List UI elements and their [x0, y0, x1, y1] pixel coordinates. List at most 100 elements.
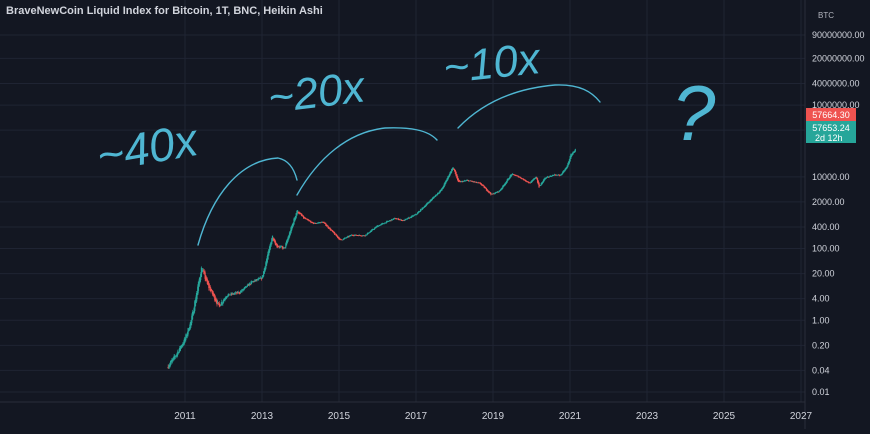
- candle: [183, 338, 185, 344]
- candle: [471, 180, 473, 182]
- candle: [168, 366, 170, 368]
- candle: [279, 246, 281, 248]
- candle: [242, 289, 244, 291]
- candle: [375, 227, 377, 228]
- candle: [367, 232, 369, 235]
- candle: [382, 223, 385, 225]
- y-tick-label: 4000000.00: [812, 78, 860, 88]
- candle: [260, 277, 262, 280]
- candle: [268, 246, 271, 253]
- candle: [270, 241, 272, 247]
- candle: [422, 207, 425, 209]
- candle: [345, 237, 347, 239]
- candle: [514, 175, 516, 176]
- candle: [398, 219, 400, 220]
- candle: [400, 219, 402, 221]
- candle: [262, 275, 264, 278]
- candle: [477, 182, 479, 184]
- candle: [213, 293, 215, 296]
- candle: [573, 151, 575, 153]
- candle: [418, 210, 420, 213]
- candle: [314, 222, 316, 224]
- candle: [406, 218, 408, 220]
- candle: [473, 181, 475, 183]
- candle: [317, 222, 319, 224]
- candle: [257, 279, 259, 281]
- x-tick-label: 2011: [174, 411, 196, 422]
- candle: [244, 286, 246, 289]
- y-tick-label: 10000.00: [812, 172, 850, 182]
- candle: [370, 230, 372, 232]
- candle: [260, 277, 262, 279]
- candle: [373, 228, 375, 230]
- y-tick-label: 1000000.00: [812, 100, 860, 110]
- candle: [237, 292, 239, 294]
- y-tick-label: 0.01: [812, 387, 830, 397]
- candle: [567, 163, 569, 167]
- candle: [193, 308, 195, 314]
- candle: [476, 182, 479, 184]
- candle: [552, 174, 554, 176]
- candle: [232, 293, 234, 295]
- candle: [171, 359, 174, 362]
- candle: [331, 229, 333, 231]
- candle: [530, 181, 532, 184]
- candle: [365, 234, 368, 236]
- candle: [255, 280, 257, 281]
- candle: [404, 219, 406, 221]
- grid: [0, 0, 805, 402]
- candle: [421, 207, 423, 211]
- candle: [532, 179, 534, 181]
- candle: [310, 221, 312, 223]
- candle: [214, 297, 217, 302]
- candle: [374, 226, 377, 229]
- candle: [315, 223, 317, 225]
- candle: [391, 219, 393, 221]
- candle: [212, 292, 214, 296]
- candle: [188, 327, 191, 331]
- candle: [520, 177, 522, 179]
- candle: [551, 176, 553, 177]
- candle: [214, 294, 216, 301]
- candle: [169, 362, 171, 366]
- candle: [490, 192, 492, 195]
- x-tick-label: 2023: [636, 411, 659, 422]
- candle: [416, 213, 418, 215]
- candle: [271, 238, 273, 245]
- candle: [219, 303, 221, 307]
- candle: [282, 246, 284, 249]
- candle: [206, 279, 208, 284]
- candle: [458, 180, 460, 182]
- candle: [483, 185, 485, 189]
- candle: [220, 305, 222, 306]
- candle: [359, 235, 361, 237]
- candle: [218, 302, 220, 306]
- y-axis: 0.01 0.04 0.20 1.00 4.00 20.00 100.00 400.00 200…: [804, 0, 865, 429]
- candle: [385, 221, 388, 223]
- candle: [229, 294, 231, 296]
- candle: [358, 234, 360, 236]
- candle: [316, 223, 318, 224]
- candle: [496, 191, 499, 193]
- candle: [493, 193, 495, 195]
- candle: [289, 231, 291, 235]
- countdown-label: 2d 12h: [815, 133, 843, 143]
- candle: [531, 180, 533, 182]
- candle: [392, 218, 394, 220]
- candle: [381, 223, 383, 225]
- candle: [454, 169, 456, 172]
- candle: [245, 285, 247, 288]
- candle: [194, 301, 196, 311]
- candle: [455, 172, 457, 177]
- candle: [387, 221, 389, 222]
- candle: [429, 200, 431, 203]
- annotation-20x: ~20x: [265, 62, 369, 123]
- candle: [180, 347, 182, 349]
- candle: [389, 220, 391, 221]
- candle: [437, 193, 439, 195]
- candle: [225, 297, 227, 300]
- candle: [224, 298, 226, 300]
- candle: [354, 235, 356, 236]
